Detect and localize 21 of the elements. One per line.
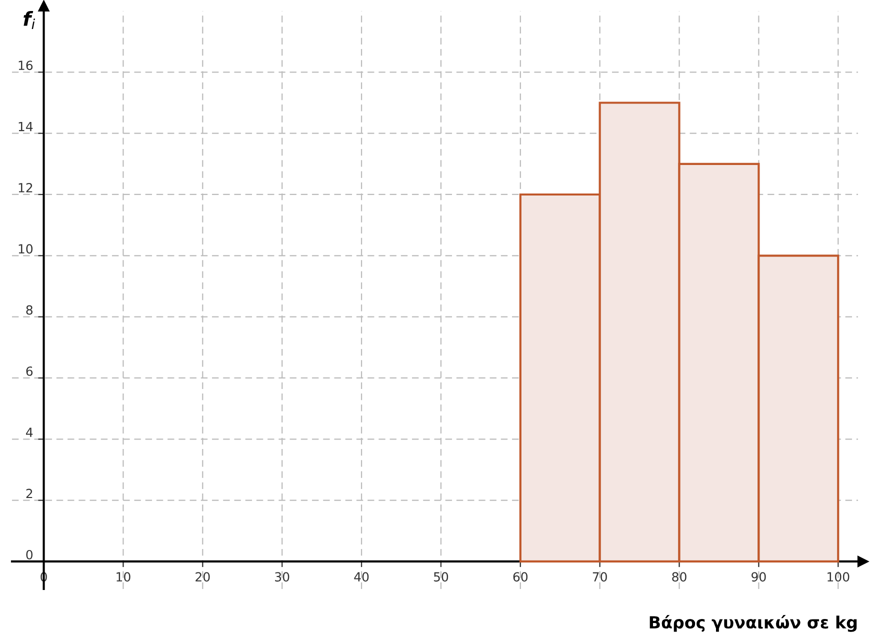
x-tick-label: 100 xyxy=(828,572,850,582)
y-axis-title: f$_{i}$ xyxy=(24,10,36,29)
x-tick-label: 60 xyxy=(513,572,528,582)
y-tick-label: 2 xyxy=(26,488,32,498)
x-tick-label: 50 xyxy=(434,572,448,582)
y-tick-label: 6 xyxy=(26,366,33,376)
y-tick-label: 16 xyxy=(18,60,33,70)
y-tick-label: 8 xyxy=(26,305,33,315)
x-tick-label: 40 xyxy=(354,572,369,582)
y-tick-label: 10 xyxy=(18,244,33,254)
y-tick-label: 14 xyxy=(18,122,33,132)
x-tick-label: 70 xyxy=(592,572,607,582)
x-tick-label: 30 xyxy=(275,572,290,582)
x-tick-label: 10 xyxy=(116,572,130,582)
x-axis-title: Βάρος γυναικών σε kg xyxy=(650,615,857,632)
x-tick-label: 90 xyxy=(752,572,766,582)
y-tick-label: 0 xyxy=(26,550,33,560)
y-tick-label: 4 xyxy=(26,428,33,437)
x-tick-label: 20 xyxy=(196,572,210,582)
y-tick-label: 12 xyxy=(18,182,32,192)
x-tick-label: 80 xyxy=(672,572,686,582)
